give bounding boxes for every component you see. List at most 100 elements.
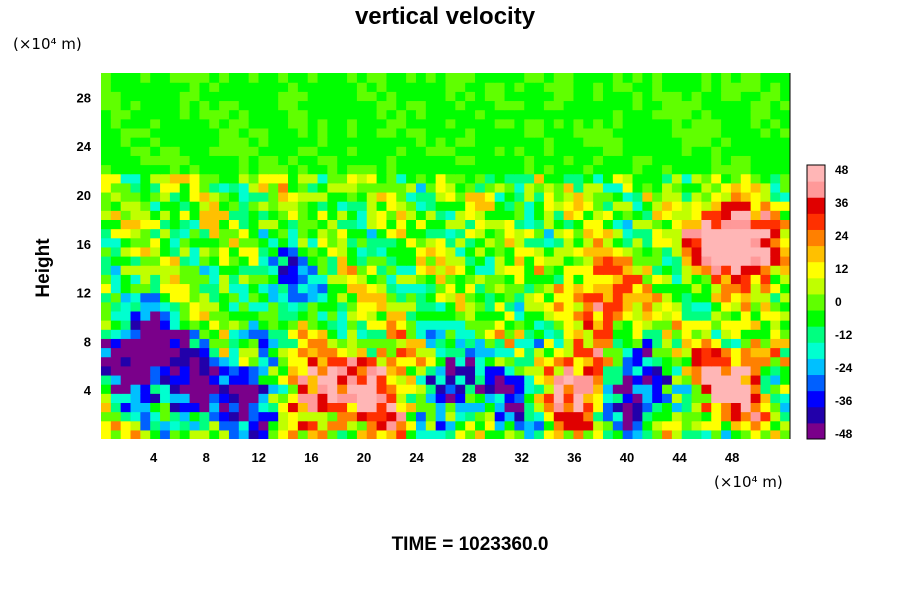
field-cell xyxy=(760,100,771,111)
field-cell xyxy=(760,155,771,166)
field-cell xyxy=(150,274,161,285)
field-cell xyxy=(652,310,663,321)
field-cell xyxy=(189,246,201,257)
field-cell xyxy=(750,256,762,266)
field-cell xyxy=(740,365,752,376)
field-cell xyxy=(455,429,466,439)
field-cell xyxy=(475,374,486,385)
field-cell xyxy=(288,82,299,92)
field-cell xyxy=(248,429,260,439)
colorbar-band xyxy=(807,374,825,392)
field-cell xyxy=(386,292,397,303)
field-cell xyxy=(130,429,141,439)
field-cell xyxy=(740,393,752,403)
field-cell xyxy=(199,73,210,83)
colorbar-band xyxy=(807,245,825,263)
field-cell xyxy=(317,246,328,257)
field-cell xyxy=(760,402,771,413)
field-cell xyxy=(140,320,151,330)
field-cell xyxy=(524,256,535,266)
field-cell xyxy=(288,182,299,193)
field-cell xyxy=(110,256,122,266)
field-cell xyxy=(622,210,634,220)
field-cell xyxy=(475,320,486,330)
field-cell xyxy=(671,310,683,321)
field-cell xyxy=(465,82,476,92)
field-cell xyxy=(160,219,171,230)
field-cell xyxy=(504,100,515,111)
field-cell xyxy=(317,73,328,83)
field-cell xyxy=(514,429,525,439)
field-cell xyxy=(258,173,269,184)
field-cell xyxy=(553,256,565,266)
field-cell xyxy=(219,320,230,330)
field-cell xyxy=(445,155,456,166)
field-cell xyxy=(662,301,673,312)
field-cell xyxy=(445,91,456,102)
field-cell xyxy=(504,292,515,303)
field-cell xyxy=(327,109,338,120)
field-cell xyxy=(307,228,319,239)
field-cell xyxy=(288,384,299,394)
field-cell xyxy=(169,274,181,285)
colorbar-band xyxy=(807,358,825,376)
x-tick-label: 20 xyxy=(357,450,371,465)
field-cell xyxy=(494,301,506,312)
field-cell xyxy=(396,329,407,339)
field-cell xyxy=(691,164,703,175)
field-cell xyxy=(337,329,348,339)
field-cell xyxy=(593,246,604,257)
field-cell xyxy=(101,109,112,120)
field-cell xyxy=(307,118,319,129)
field-cell xyxy=(130,374,141,385)
field-cell xyxy=(671,256,683,266)
field-cell xyxy=(317,228,328,239)
field-cell xyxy=(475,109,486,120)
field-cell xyxy=(602,155,614,166)
field-cell xyxy=(130,310,141,321)
field-cell xyxy=(278,109,289,120)
field-cell xyxy=(209,146,220,156)
field-cell xyxy=(366,219,378,230)
field-cell xyxy=(130,146,141,156)
field-cell xyxy=(376,191,388,202)
field-cell xyxy=(760,429,771,439)
field-cell xyxy=(209,219,220,230)
field-cell xyxy=(622,118,634,129)
field-cell xyxy=(366,137,378,147)
field-cell xyxy=(347,329,358,339)
field-cell xyxy=(288,256,299,266)
field-cell xyxy=(780,374,790,385)
field-cell xyxy=(435,384,447,394)
field-cell xyxy=(504,274,515,285)
field-cell xyxy=(179,329,191,339)
field-cell xyxy=(317,356,328,367)
field-cell xyxy=(435,393,447,403)
field-cell xyxy=(455,100,466,111)
field-cell xyxy=(593,292,604,303)
field-cell xyxy=(770,228,781,239)
field-cell xyxy=(553,127,565,138)
field-cell xyxy=(711,100,722,111)
field-cell xyxy=(386,402,397,413)
field-cell xyxy=(563,292,575,303)
field-cell xyxy=(189,365,201,376)
field-cell xyxy=(258,127,269,138)
field-cell xyxy=(415,164,427,175)
field-cell xyxy=(750,347,762,358)
field-cell xyxy=(219,191,230,202)
field-cell xyxy=(396,338,407,349)
field-cell xyxy=(317,191,328,202)
field-cell xyxy=(780,127,790,138)
field-cell xyxy=(671,100,683,111)
field-cell xyxy=(681,338,693,349)
field-cell xyxy=(632,182,643,193)
field-cell xyxy=(228,82,240,92)
field-cell xyxy=(662,146,673,156)
field-cell xyxy=(347,338,358,349)
field-cell xyxy=(652,384,663,394)
field-cell xyxy=(297,182,309,193)
field-cell xyxy=(524,219,535,230)
field-cell xyxy=(396,365,407,376)
field-cell xyxy=(602,374,614,385)
